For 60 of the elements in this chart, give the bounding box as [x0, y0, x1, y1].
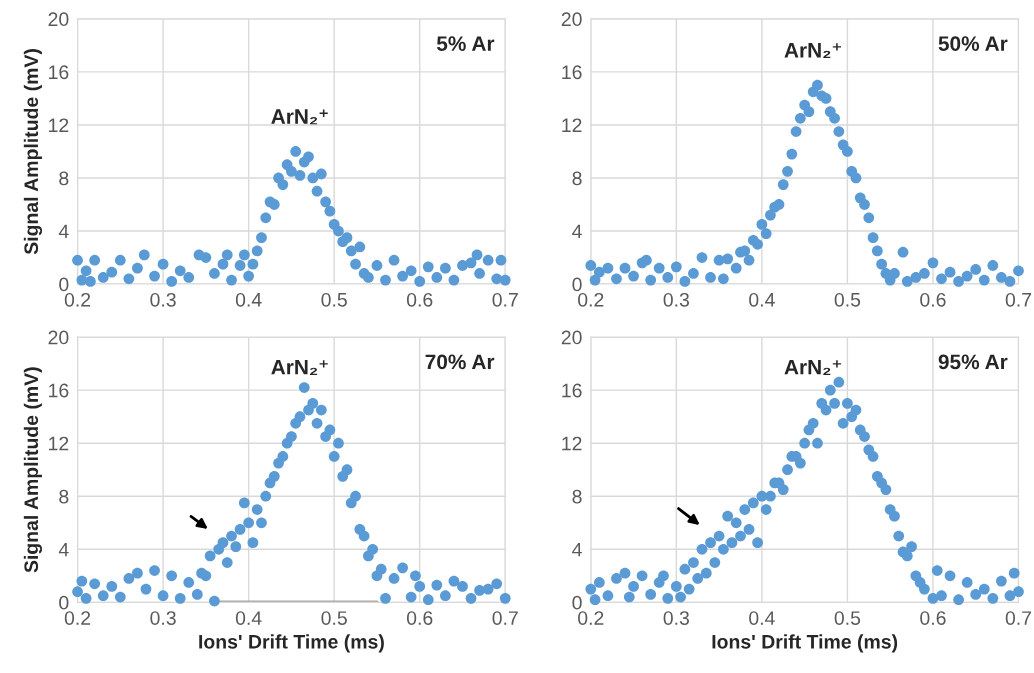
y-tick-label: 8	[572, 489, 582, 504]
y-axis-title: Signal Amplitude (mV)	[23, 49, 43, 255]
y-tick-label: 12	[562, 436, 582, 451]
y-tick-label: 0	[572, 595, 582, 610]
y-tick-label: 16	[49, 65, 69, 80]
y-tick-label: 12	[49, 436, 69, 451]
annotation: 50% Ar	[938, 36, 1008, 51]
x-tick-label: 0.4	[235, 611, 262, 625]
x-tick-label: 0.7	[1005, 611, 1032, 625]
x-tick-label: 0.5	[321, 292, 347, 307]
x-tick-label: 0.6	[406, 292, 433, 307]
x-tick-label: 0.6	[406, 611, 433, 625]
y-tick-label: 4	[58, 542, 69, 557]
y-tick-label: 20	[561, 12, 582, 27]
y-tick-label: 8	[59, 489, 69, 504]
x-tick-label: 0.6	[920, 611, 946, 625]
y-tick-label: 0	[572, 277, 582, 292]
x-tick-label: 0.4	[749, 611, 775, 625]
y-tick-label: 20	[48, 330, 69, 345]
x-tick-label: 0.7	[1005, 292, 1032, 307]
y-tick-label: 16	[49, 383, 69, 398]
x-tick-label: 0.5	[321, 611, 347, 625]
y-tick-label: 4	[58, 224, 69, 239]
annotation: 70% Ar	[425, 354, 495, 370]
x-tick-label: 0.4	[235, 292, 262, 307]
annotation: ArN₂⁺	[271, 109, 328, 125]
y-tick-label: 12	[49, 118, 69, 132]
x-tick-label: 0.5	[834, 611, 861, 625]
annotation: 5% Ar	[436, 36, 495, 51]
y-tick-label: 4	[572, 224, 582, 239]
y-tick-label: 16	[562, 65, 582, 80]
x-axis-title: Ions' Drift Time (ms)	[199, 634, 384, 653]
y-axis-title: Signal Amplitude (mV)	[23, 367, 43, 573]
y-tick-label: 0	[59, 277, 69, 292]
annotation: ArN₂⁺	[784, 43, 842, 59]
x-tick-label: 0.2	[578, 292, 604, 307]
x-tick-label: 0.7	[492, 611, 518, 625]
x-tick-label: 0.3	[663, 292, 689, 307]
y-tick-label: 8	[59, 171, 69, 186]
x-tick-label: 0.2	[64, 292, 91, 307]
y-tick-label: 8	[572, 171, 582, 186]
x-tick-label: 0.2	[578, 611, 604, 625]
x-tick-label: 0.6	[920, 292, 946, 307]
x-tick-label: 0.7	[492, 292, 518, 307]
annotation: ArN₂⁺	[271, 359, 328, 375]
x-tick-label: 0.3	[663, 611, 689, 625]
x-tick-label: 0.3	[150, 611, 176, 625]
annotation: 95% Ar	[938, 354, 1008, 370]
y-tick-label: 0	[59, 595, 69, 610]
y-tick-label: 20	[48, 12, 69, 27]
x-tick-label: 0.2	[64, 611, 91, 625]
annotation: ArN₂⁺	[784, 359, 842, 375]
y-tick-label: 12	[562, 118, 582, 132]
x-axis-title: Ions' Drift Time (ms)	[712, 634, 898, 653]
y-tick-label: 16	[562, 383, 582, 398]
x-tick-label: 0.3	[150, 292, 176, 307]
y-tick-label: 4	[572, 542, 582, 557]
x-tick-label: 0.4	[749, 292, 775, 307]
y-tick-label: 20	[561, 330, 582, 345]
x-tick-label: 0.5	[834, 292, 861, 307]
